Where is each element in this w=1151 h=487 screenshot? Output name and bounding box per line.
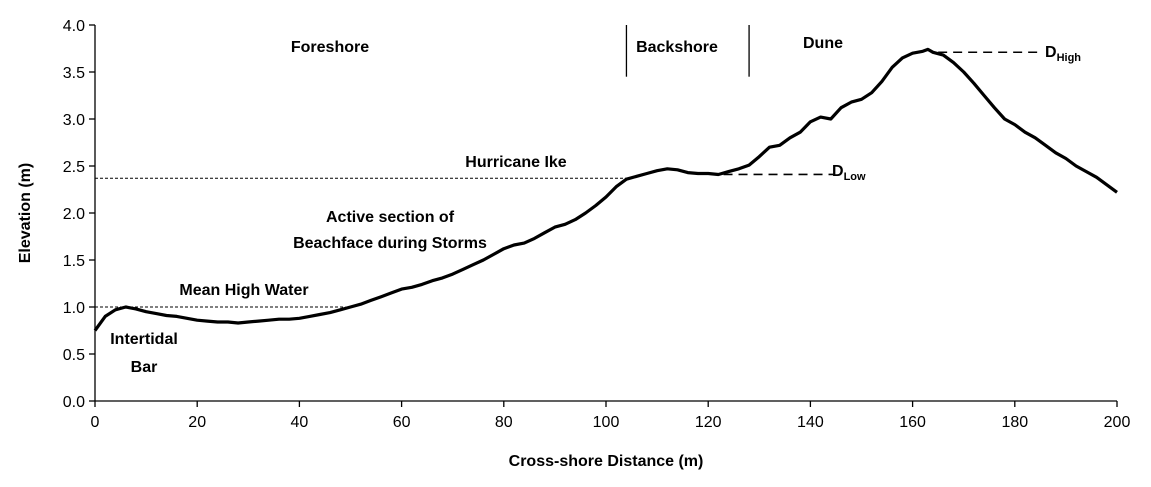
x-axis-title: Cross-shore Distance (m) xyxy=(509,453,704,470)
x-tick-label: 160 xyxy=(899,414,926,431)
y-axis-title: Elevation (m) xyxy=(17,163,34,263)
y-tick-label: 3.0 xyxy=(63,112,85,129)
dune-label: Dune xyxy=(803,35,843,52)
intertidal-label-1: Intertidal xyxy=(110,331,178,348)
d-low-subscript: Low xyxy=(844,171,866,183)
hurricane-ike-label: Hurricane Ike xyxy=(465,154,566,171)
intertidal-label-2: Bar xyxy=(131,359,158,376)
x-tick-label: 40 xyxy=(291,414,309,431)
d-high-main: D xyxy=(1045,44,1057,61)
y-tick-group: 0.0 0.5 1.0 1.5 2.0 2.5 3.0 3.5 4.0 xyxy=(63,18,95,411)
d-low-main: D xyxy=(832,163,844,180)
x-tick-label: 180 xyxy=(1001,414,1028,431)
d-high-label: DHigh xyxy=(1045,44,1081,64)
active-section-label-1: Active section of xyxy=(326,209,455,226)
x-tick-label: 200 xyxy=(1104,414,1131,431)
x-tick-label: 140 xyxy=(797,414,824,431)
x-tick-label: 0 xyxy=(91,414,100,431)
x-tick-label: 20 xyxy=(188,414,206,431)
y-tick-label: 1.5 xyxy=(63,253,85,270)
y-tick-label: 0.5 xyxy=(63,347,85,364)
x-tick-label: 80 xyxy=(495,414,513,431)
y-tick-label: 2.0 xyxy=(63,206,85,223)
x-tick-label: 100 xyxy=(593,414,620,431)
y-tick-label: 0.0 xyxy=(63,394,85,411)
x-tick-label: 60 xyxy=(393,414,411,431)
axes xyxy=(95,25,1117,401)
foreshore-label: Foreshore xyxy=(291,39,369,56)
d-high-subscript: High xyxy=(1057,52,1082,64)
y-tick-label: 1.0 xyxy=(63,300,85,317)
mean-high-water-label: Mean High Water xyxy=(179,282,308,299)
reference-lines xyxy=(95,25,1040,307)
backshore-label: Backshore xyxy=(636,39,718,56)
d-low-label: DLow xyxy=(832,163,866,183)
y-tick-label: 3.5 xyxy=(63,65,85,82)
y-tick-label: 2.5 xyxy=(63,159,85,176)
active-section-label-2: Beachface during Storms xyxy=(293,235,487,252)
y-tick-label: 4.0 xyxy=(63,18,85,35)
x-tick-group: 0 20 40 60 80 100 120 140 160 180 200 xyxy=(91,401,1131,431)
x-tick-label: 120 xyxy=(695,414,722,431)
